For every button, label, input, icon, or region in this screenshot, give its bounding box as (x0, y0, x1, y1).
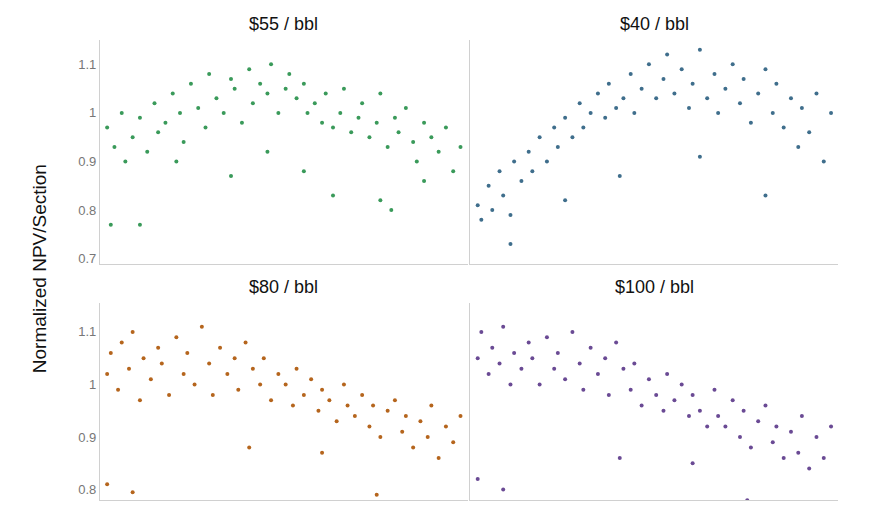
svg-text:1: 1 (89, 105, 96, 120)
svg-text:0.7: 0.7 (78, 251, 96, 266)
svg-text:1.1: 1.1 (78, 324, 96, 339)
svg-text:$100 / bbl: $100 / bbl (615, 277, 694, 297)
svg-text:0.9: 0.9 (78, 154, 96, 169)
svg-text:1: 1 (89, 377, 96, 392)
svg-text:$40 / bbl: $40 / bbl (620, 14, 689, 34)
svg-text:1.1: 1.1 (78, 57, 96, 72)
svg-text:0.8: 0.8 (78, 482, 96, 497)
svg-text:0.9: 0.9 (78, 430, 96, 445)
svg-text:Normalized NPV/Section: Normalized NPV/Section (29, 164, 50, 373)
svg-text:$80 / bbl: $80 / bbl (249, 277, 318, 297)
svg-text:0.8: 0.8 (78, 203, 96, 218)
svg-text:$55 / bbl: $55 / bbl (249, 14, 318, 34)
